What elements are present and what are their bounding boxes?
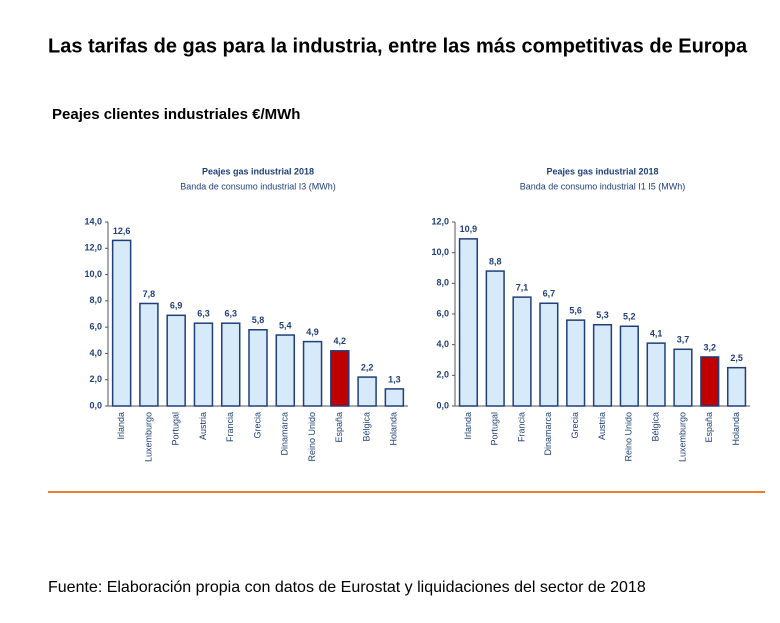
value-label: 3,7 xyxy=(677,335,690,345)
x-tick-label: Francia xyxy=(225,412,235,442)
bar xyxy=(646,342,666,407)
y-tick-label: 8,0 xyxy=(436,278,449,288)
x-tick-label: Holanda xyxy=(389,412,399,446)
chart-title: Peajes gas industrial 2018 xyxy=(202,166,314,176)
slide-subtitle: Peajes clientes industriales €/MWh xyxy=(52,106,300,123)
y-tick-label: 10,0 xyxy=(84,269,102,279)
bar xyxy=(248,329,268,407)
value-label: 2,5 xyxy=(730,353,743,363)
bar xyxy=(193,322,214,407)
bar xyxy=(566,319,586,407)
slide-title: Las tarifas de gas para la industria, en… xyxy=(48,35,748,57)
value-label: 5,6 xyxy=(569,306,582,316)
bar xyxy=(302,340,323,407)
bar xyxy=(539,302,559,407)
x-tick-label: Grecia xyxy=(570,412,580,439)
bar xyxy=(275,334,296,407)
x-tick-label: Bélgica xyxy=(361,412,371,442)
value-label: 12,6 xyxy=(113,226,131,236)
bar xyxy=(512,296,532,407)
chart-subtitle: Banda de consumo industrial I1 I5 (MWh) xyxy=(520,181,686,191)
bar xyxy=(330,350,350,407)
bar xyxy=(220,322,241,407)
value-label: 7,8 xyxy=(143,289,156,299)
value-label: 5,2 xyxy=(623,312,636,322)
x-tick-label: Luxemburgo xyxy=(143,412,153,462)
value-label: 6,9 xyxy=(170,301,183,311)
value-label: 6,3 xyxy=(224,309,237,319)
y-tick-label: 12,0 xyxy=(431,216,449,226)
bar xyxy=(139,302,159,407)
x-tick-label: Reino Unido xyxy=(307,412,317,462)
x-tick-label: Grecia xyxy=(252,412,262,439)
value-label: 1,3 xyxy=(388,374,401,384)
value-label: 6,7 xyxy=(543,289,556,299)
value-label: 3,2 xyxy=(704,342,717,352)
y-tick-label: 8,0 xyxy=(89,295,102,305)
x-tick-label: Austria xyxy=(597,412,607,440)
x-tick-label: Portugal xyxy=(171,412,181,446)
y-tick-label: 2,0 xyxy=(89,374,102,384)
value-label: 4,1 xyxy=(650,329,663,339)
value-label: 5,4 xyxy=(279,320,292,330)
x-tick-label: Dinamarca xyxy=(543,412,553,456)
bar xyxy=(700,356,720,407)
chart-title: Peajes gas industrial 2018 xyxy=(546,166,658,176)
x-tick-label: Austria xyxy=(198,412,208,440)
x-tick-label: España xyxy=(704,412,714,443)
y-tick-label: 4,0 xyxy=(436,339,449,349)
bar xyxy=(673,348,693,407)
bar xyxy=(384,388,405,407)
value-label: 8,8 xyxy=(489,256,502,266)
value-label: 2,2 xyxy=(361,362,374,372)
y-tick-label: 4,0 xyxy=(89,348,102,358)
bar xyxy=(592,323,613,407)
y-tick-label: 14,0 xyxy=(84,216,102,226)
y-tick-label: 12,0 xyxy=(84,243,102,253)
x-tick-label: Irlanda xyxy=(116,412,126,440)
value-label: 4,9 xyxy=(306,327,319,337)
source-note: Fuente: Elaboración propia con datos de … xyxy=(48,579,646,596)
value-label: 5,8 xyxy=(252,315,265,325)
bar xyxy=(485,270,505,407)
x-tick-label: Holanda xyxy=(731,412,741,446)
y-tick-label: 0,0 xyxy=(89,400,102,410)
x-tick-label: Bélgica xyxy=(651,412,661,442)
bar xyxy=(357,376,377,407)
bar xyxy=(726,366,747,407)
x-tick-label: Francia xyxy=(516,412,526,442)
x-tick-label: Portugal xyxy=(490,412,500,446)
bar xyxy=(458,238,479,407)
y-tick-label: 6,0 xyxy=(436,308,449,318)
x-tick-label: Dinamarca xyxy=(280,412,290,456)
value-label: 5,3 xyxy=(596,310,609,320)
y-tick-label: 0,0 xyxy=(436,400,449,410)
bar xyxy=(619,325,639,407)
y-tick-label: 2,0 xyxy=(436,370,449,380)
bar xyxy=(111,239,132,407)
chart-subtitle: Banda de consumo industrial I3 (MWh) xyxy=(180,181,336,191)
y-tick-label: 10,0 xyxy=(431,247,449,257)
value-label: 7,1 xyxy=(516,283,529,293)
x-tick-label: Reino Unido xyxy=(624,412,634,462)
value-label: 4,2 xyxy=(334,336,347,346)
bar xyxy=(166,314,186,407)
x-tick-label: Luxemburgo xyxy=(677,412,687,462)
x-tick-label: Irlanda xyxy=(463,412,473,440)
y-tick-label: 6,0 xyxy=(89,322,102,332)
x-tick-label: España xyxy=(334,412,344,443)
value-label: 10,9 xyxy=(460,224,478,234)
value-label: 6,3 xyxy=(197,309,210,319)
